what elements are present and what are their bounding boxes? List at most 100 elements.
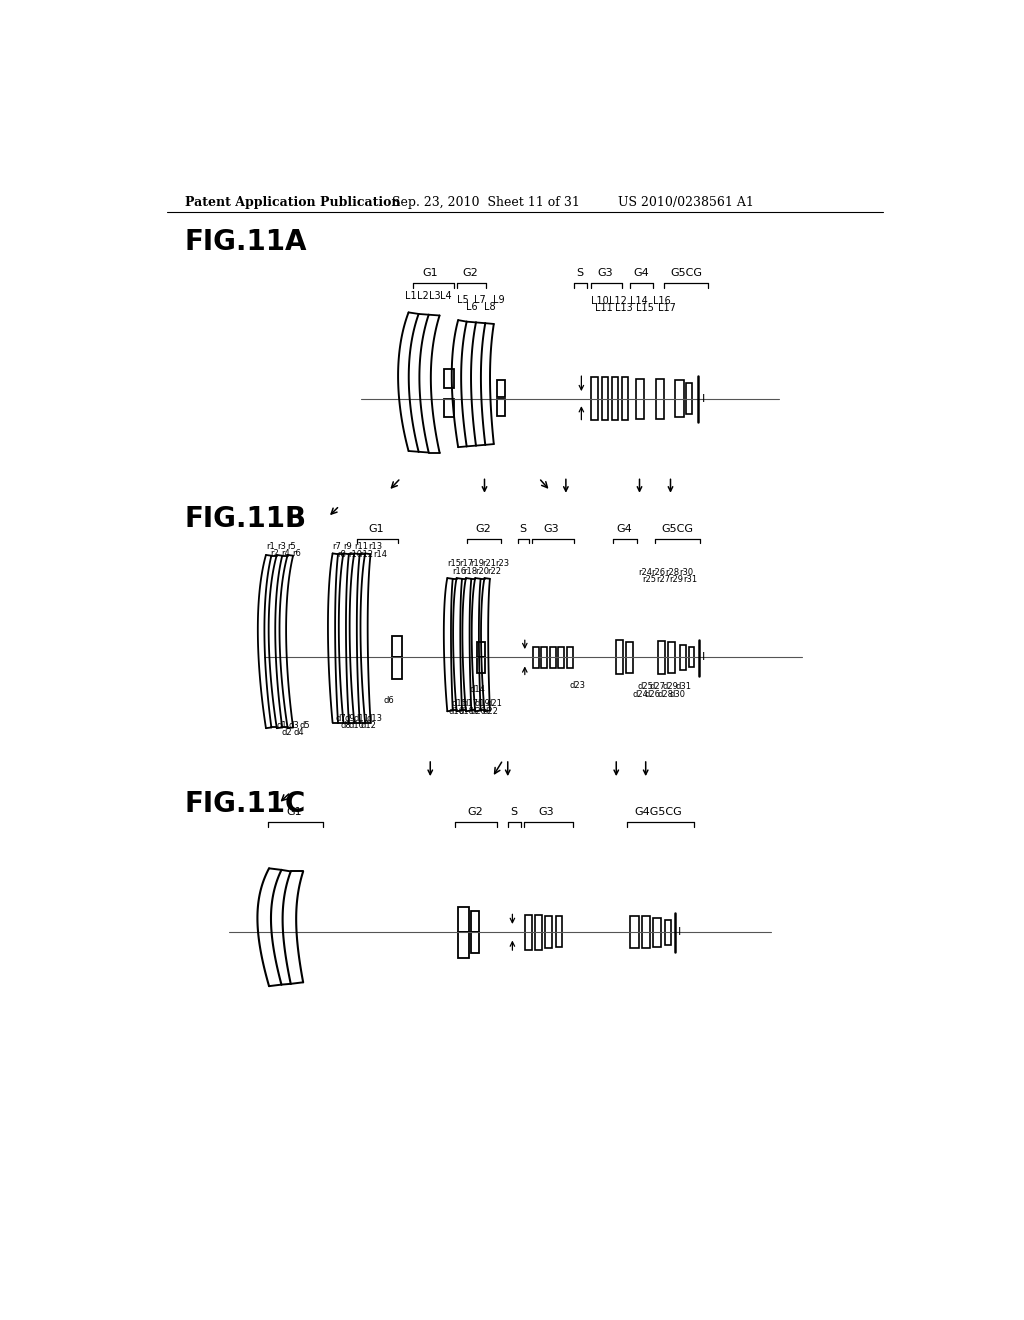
Text: d8: d8 xyxy=(340,721,351,730)
Text: L10: L10 xyxy=(591,296,608,306)
Text: G4: G4 xyxy=(616,524,632,535)
Text: d28: d28 xyxy=(657,690,674,700)
Text: G2: G2 xyxy=(463,268,478,277)
Bar xyxy=(627,642,633,673)
Text: d21: d21 xyxy=(486,700,502,708)
Text: r1: r1 xyxy=(266,543,274,552)
Text: I: I xyxy=(701,393,705,404)
Text: US 2010/0238561 A1: US 2010/0238561 A1 xyxy=(617,195,754,209)
Text: L12: L12 xyxy=(609,296,627,306)
Text: d7: d7 xyxy=(336,714,346,723)
Text: FIG.11B: FIG.11B xyxy=(184,506,307,533)
Text: r28: r28 xyxy=(665,568,679,577)
Text: L11: L11 xyxy=(595,304,613,313)
Text: r27: r27 xyxy=(655,576,670,585)
Text: L17: L17 xyxy=(658,304,676,313)
Text: r30: r30 xyxy=(679,568,693,577)
Text: r4: r4 xyxy=(282,549,290,558)
Text: r12: r12 xyxy=(359,550,374,558)
Text: r9: r9 xyxy=(343,543,352,552)
Bar xyxy=(655,379,664,418)
Bar xyxy=(642,916,650,949)
Text: I: I xyxy=(678,927,682,937)
Text: r11: r11 xyxy=(354,543,369,552)
Bar xyxy=(556,916,562,946)
Text: G2: G2 xyxy=(467,807,483,817)
Text: G3: G3 xyxy=(544,524,559,535)
Bar xyxy=(497,399,505,416)
Text: d17: d17 xyxy=(463,700,479,708)
Text: G1: G1 xyxy=(423,268,438,277)
Text: d26: d26 xyxy=(645,690,660,700)
Text: S: S xyxy=(510,807,517,817)
Text: d24: d24 xyxy=(633,690,648,700)
Text: FIG.11A: FIG.11A xyxy=(184,227,307,256)
Text: G4G5CG: G4G5CG xyxy=(635,807,683,817)
Text: r16: r16 xyxy=(452,566,466,576)
Text: L4: L4 xyxy=(440,290,452,301)
Text: r14: r14 xyxy=(374,550,388,558)
Text: r8: r8 xyxy=(337,550,346,558)
Text: G5CG: G5CG xyxy=(662,524,693,535)
Text: L15: L15 xyxy=(636,304,654,313)
Text: d11: d11 xyxy=(353,714,370,723)
Text: L16: L16 xyxy=(652,296,671,306)
Text: d25: d25 xyxy=(637,682,653,692)
Text: r2: r2 xyxy=(270,549,280,558)
Text: r22: r22 xyxy=(486,566,501,576)
Bar xyxy=(524,915,531,950)
Text: d14: d14 xyxy=(469,685,485,693)
Text: L14: L14 xyxy=(630,296,648,306)
Bar xyxy=(444,370,454,388)
Text: L5: L5 xyxy=(458,296,469,305)
Bar xyxy=(592,378,598,420)
Bar xyxy=(471,932,479,953)
Text: r3: r3 xyxy=(276,543,286,552)
Text: r23: r23 xyxy=(496,560,510,568)
Text: Sep. 23, 2010  Sheet 11 of 31: Sep. 23, 2010 Sheet 11 of 31 xyxy=(391,195,580,209)
Bar xyxy=(686,383,692,414)
Text: G1: G1 xyxy=(369,524,384,535)
Text: d6: d6 xyxy=(384,696,394,705)
Bar xyxy=(689,647,693,668)
Text: d10: d10 xyxy=(349,721,365,730)
Text: d3: d3 xyxy=(289,721,299,730)
Bar xyxy=(392,636,401,657)
Bar xyxy=(675,380,684,417)
Text: d16: d16 xyxy=(449,708,464,715)
Text: G3: G3 xyxy=(539,807,554,817)
Text: d29: d29 xyxy=(663,682,679,692)
Bar xyxy=(541,647,547,668)
Bar xyxy=(458,907,469,932)
Text: L1: L1 xyxy=(406,290,417,301)
Bar xyxy=(669,642,675,673)
Bar xyxy=(636,379,644,418)
Bar xyxy=(665,920,672,945)
Bar xyxy=(444,399,454,417)
Text: d27: d27 xyxy=(649,682,666,692)
Text: d12: d12 xyxy=(360,721,377,730)
Text: L9: L9 xyxy=(493,296,505,305)
Text: r6: r6 xyxy=(292,549,301,558)
Text: r19: r19 xyxy=(471,560,484,568)
Bar xyxy=(477,642,485,657)
Bar xyxy=(566,647,572,668)
Text: d20: d20 xyxy=(471,708,486,715)
Text: G3: G3 xyxy=(598,268,613,277)
Text: L3: L3 xyxy=(429,290,440,301)
Text: r10: r10 xyxy=(348,550,362,558)
Bar xyxy=(532,647,539,668)
Bar xyxy=(611,378,617,420)
Text: L7: L7 xyxy=(474,296,486,305)
Bar xyxy=(601,378,607,420)
Bar xyxy=(558,647,564,668)
Text: r13: r13 xyxy=(369,543,382,552)
Bar xyxy=(653,917,662,946)
Bar xyxy=(545,916,552,949)
Bar xyxy=(630,916,639,949)
Text: L2: L2 xyxy=(417,290,429,301)
Bar xyxy=(680,645,686,669)
Text: d30: d30 xyxy=(670,690,686,700)
Bar xyxy=(658,642,665,673)
Text: Patent Application Publication: Patent Application Publication xyxy=(184,195,400,209)
